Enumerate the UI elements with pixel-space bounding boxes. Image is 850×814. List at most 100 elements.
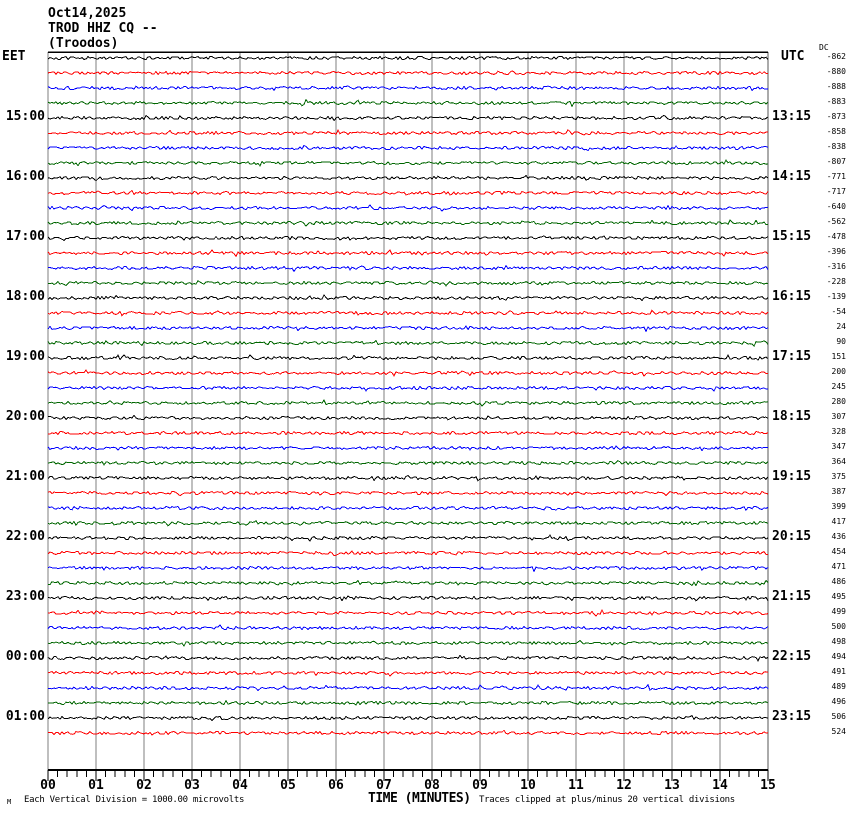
dc-offset-value: 200	[831, 367, 846, 376]
x-tick-label: 15	[760, 778, 776, 793]
x-tick-label: 01	[88, 778, 104, 793]
trace-row	[47, 683, 769, 692]
x-tick-label: 05	[280, 778, 296, 793]
dc-offset-value: -316	[826, 262, 846, 271]
trace-row	[47, 579, 769, 587]
dc-offset-value: 498	[831, 637, 846, 646]
x-tick-label: 02	[136, 778, 152, 793]
eet-time-label: 20:00	[5, 409, 45, 424]
dc-offset-value: 524	[831, 727, 846, 736]
trace-row	[47, 235, 769, 242]
dc-offset-value: -478	[826, 232, 846, 241]
report-date: Oct14,2025	[48, 6, 127, 21]
dc-offset-value: 436	[831, 532, 846, 541]
dc-offset-value: -880	[826, 67, 846, 76]
trace-row	[47, 70, 769, 76]
trace-row	[47, 264, 769, 273]
trace-row	[47, 144, 769, 152]
x-tick-label: 10	[520, 778, 536, 793]
utc-time-label: 18:15	[772, 409, 812, 424]
dc-offset-value: -640	[826, 202, 846, 211]
trace-row	[47, 534, 769, 542]
trace-row	[47, 339, 769, 348]
x-tick-label: 13	[664, 778, 680, 793]
trace-row	[47, 595, 769, 602]
trace-row	[47, 85, 769, 92]
dc-offset-value: 307	[831, 412, 846, 421]
trace-row	[47, 654, 769, 662]
eet-time-label: 23:00	[5, 589, 45, 604]
station-code: TROD HHZ CQ --	[48, 21, 158, 36]
trace-row	[47, 714, 769, 722]
trace-row	[47, 385, 768, 392]
trace-row	[47, 699, 769, 706]
dc-offset-value: -54	[831, 307, 846, 316]
trace-row	[47, 398, 769, 408]
trace-row	[47, 353, 769, 361]
trace-row	[47, 129, 768, 136]
eet-time-label: 19:00	[5, 349, 45, 364]
watermark: M	[7, 798, 12, 806]
station-name: (Troodos)	[48, 36, 119, 51]
trace-row	[47, 325, 769, 333]
eet-time-label: 00:00	[5, 649, 45, 664]
utc-time-label: 21:15	[772, 589, 812, 604]
utc-time-label: 14:15	[772, 169, 812, 184]
dc-offset-value: 90	[836, 337, 846, 346]
utc-time-label: 22:15	[772, 649, 812, 664]
eet-time-label: 18:00	[5, 289, 45, 304]
dc-offset-value: 328	[831, 427, 846, 436]
dc-offset-value: 489	[831, 682, 846, 691]
trace-row	[47, 550, 769, 557]
dc-offset-value: -396	[826, 247, 846, 256]
eet-time-label: 15:00	[5, 109, 45, 124]
x-tick-label: 11	[568, 778, 584, 793]
x-tick-label: 06	[328, 778, 344, 793]
dc-offset-value: -858	[826, 127, 846, 136]
dc-offset-value: 500	[831, 622, 846, 631]
dc-offset-value: -228	[826, 277, 846, 286]
dc-offset-value: -838	[826, 142, 846, 151]
dc-offset-value: 495	[831, 592, 846, 601]
x-tick-label: 07	[376, 778, 392, 793]
trace-row	[47, 624, 769, 631]
dc-offset-value: 491	[831, 667, 846, 676]
trace-row	[47, 159, 769, 167]
trace-row	[47, 474, 769, 482]
x-tick-label: 04	[232, 778, 248, 793]
trace-row	[47, 189, 769, 196]
x-tick-label: 12	[616, 778, 632, 793]
dc-offset-value: 364	[831, 457, 846, 466]
dc-offset-value: 486	[831, 577, 846, 586]
dc-offset-value: 245	[831, 382, 846, 391]
x-tick-label: 14	[712, 778, 728, 793]
x-tick-label: 08	[424, 778, 440, 793]
trace-row	[47, 249, 769, 258]
utc-time-label: 13:15	[772, 109, 812, 124]
dc-offset-value: 499	[831, 607, 846, 616]
dc-offset-value: 417	[831, 517, 846, 526]
dc-offset-value: -139	[826, 292, 846, 301]
dc-offset-value: -717	[826, 187, 846, 196]
x-tick-label: 03	[184, 778, 200, 793]
x-tick-label: 00	[40, 778, 56, 793]
trace-row	[47, 505, 769, 512]
dc-offset-value: 151	[831, 352, 846, 361]
trace-row	[47, 55, 769, 61]
trace-row	[47, 98, 769, 108]
trace-row	[47, 369, 769, 377]
dc-offset-value: 387	[831, 487, 846, 496]
clipping-note: Traces clipped at plus/minus 20 vertical…	[479, 795, 735, 805]
trace-row	[47, 309, 769, 317]
dc-offset-value: 280	[831, 397, 846, 406]
dc-offset-value: -562	[826, 217, 846, 226]
dc-offset-value: 399	[831, 502, 846, 511]
dc-offset-value: 506	[831, 712, 846, 721]
trace-row	[47, 294, 769, 302]
trace-row	[47, 670, 769, 677]
trace-row	[47, 460, 769, 466]
dc-offset-value: -807	[826, 157, 846, 166]
trace-row	[47, 219, 769, 227]
